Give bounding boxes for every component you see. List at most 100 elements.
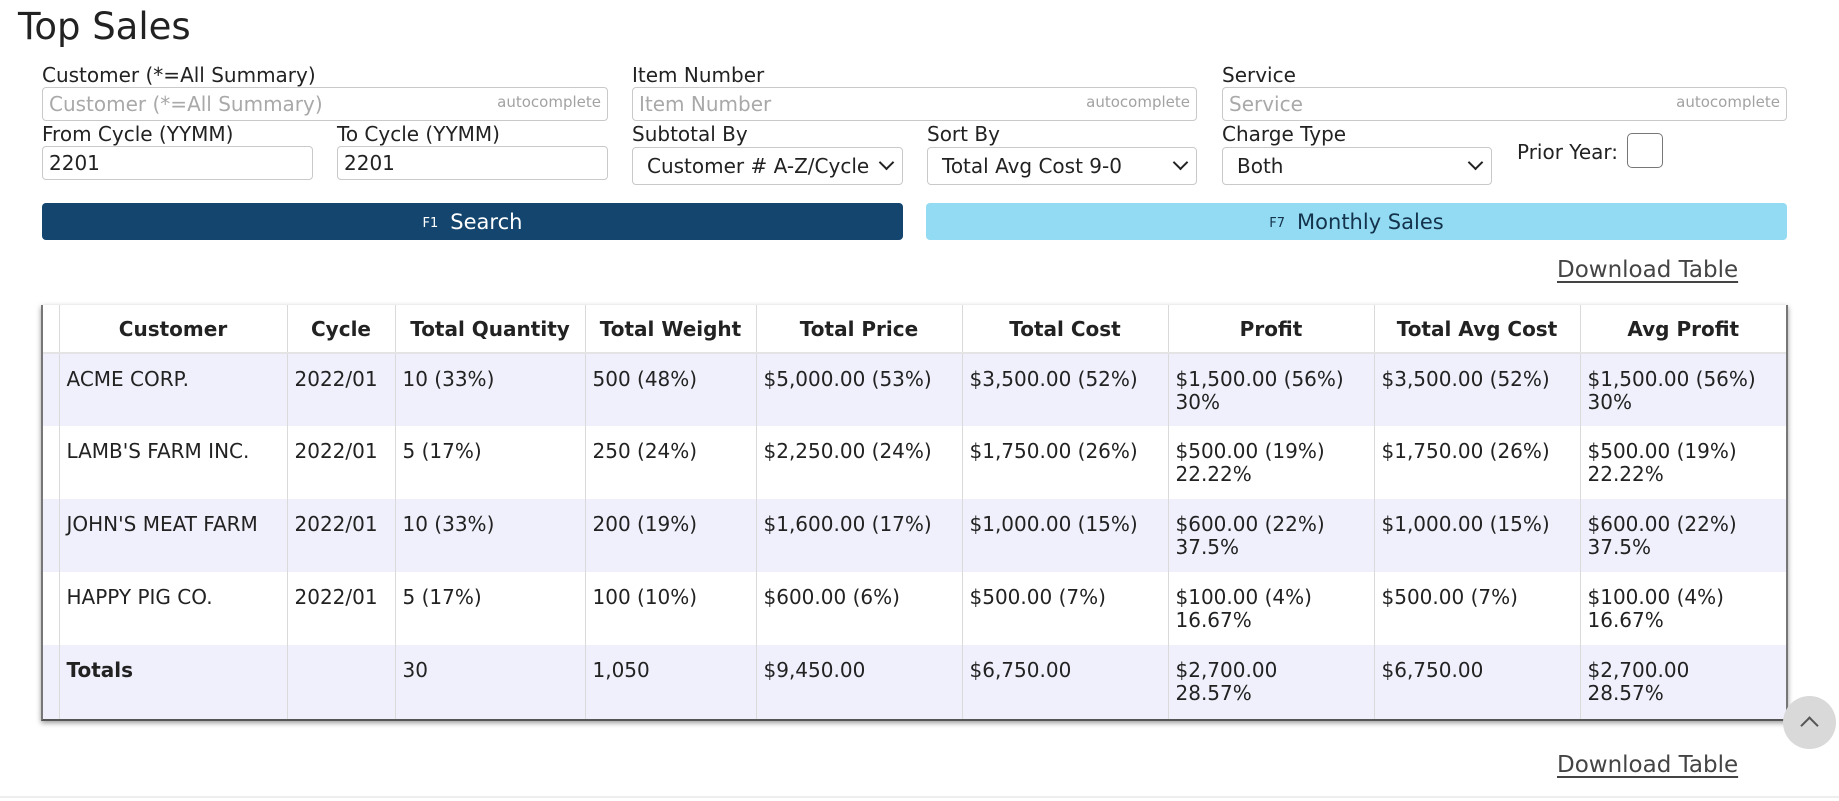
item-number-label: Item Number — [632, 63, 765, 87]
cell-total-quantity: 5 (17%) — [394, 426, 585, 499]
from-cycle-input[interactable] — [43, 147, 312, 179]
cell-cycle: 2022/01 — [286, 426, 395, 499]
cell-cycle: 2022/01 — [286, 499, 395, 572]
monthly-sales-key-hint: F7 — [1269, 216, 1286, 231]
cell-total-price: $600.00 (6%) — [755, 572, 962, 645]
customer-field[interactable]: autocomplete — [42, 87, 608, 121]
column-header-total-avg-cost[interactable]: Total Avg Cost — [1373, 305, 1580, 354]
avg-profit-percent: 16.67% — [1587, 608, 1664, 632]
avg-profit-amount: $600.00 (22%) — [1587, 512, 1737, 536]
search-button[interactable]: F1 Search — [42, 203, 903, 240]
column-header-profit[interactable]: Profit — [1167, 305, 1374, 354]
column-header-total-quantity[interactable]: Total Quantity — [394, 305, 585, 354]
cell-profit: $500.00 (19%) 22.22% — [1167, 426, 1374, 499]
cell-avg-profit: $500.00 (19%) 22.22% — [1579, 426, 1786, 499]
column-header-total-price[interactable]: Total Price — [755, 305, 962, 354]
sort-by-value: Total Avg Cost 9-0 — [942, 154, 1122, 178]
cell-total-price: $1,600.00 (17%) — [755, 499, 962, 572]
sales-table-card: Customer Cycle Total Quantity Total Weig… — [41, 305, 1788, 721]
cell-total-weight: 1,050 — [584, 645, 756, 719]
column-header-customer[interactable]: Customer — [58, 305, 287, 354]
table-row: HAPPY PIG CO. 2022/01 5 (17%) 100 (10%) … — [43, 572, 1786, 645]
subtotal-by-value: Customer # A-Z/Cycle — [647, 154, 870, 178]
sales-table: Customer Cycle Total Quantity Total Weig… — [43, 305, 1786, 719]
download-table-link-top[interactable]: Download Table — [1557, 257, 1739, 283]
cell-total-avg-cost: $6,750.00 — [1373, 645, 1580, 719]
from-cycle-field[interactable] — [42, 146, 313, 180]
cell-customer: JOHN'S MEAT FARM — [58, 499, 287, 572]
row-gutter — [43, 426, 60, 499]
cell-profit: $100.00 (4%) 16.67% — [1167, 572, 1374, 645]
monthly-sales-button-label: Monthly Sales — [1297, 209, 1444, 234]
cell-customer: HAPPY PIG CO. — [58, 572, 287, 645]
avg-profit-percent: 37.5% — [1587, 535, 1652, 559]
sort-by-select[interactable]: Total Avg Cost 9-0 — [927, 147, 1197, 185]
service-field[interactable]: autocomplete — [1222, 87, 1787, 121]
profit-percent: 22.22% — [1175, 462, 1252, 486]
to-cycle-input[interactable] — [338, 147, 607, 179]
table-row: ACME CORP. 2022/01 10 (33%) 500 (48%) $5… — [43, 353, 1786, 426]
column-header-cycle[interactable]: Cycle — [286, 305, 395, 354]
row-gutter — [43, 572, 60, 645]
service-input[interactable] — [1223, 88, 1786, 120]
column-header-total-weight[interactable]: Total Weight — [584, 305, 756, 354]
cell-profit: $1,500.00 (56%) 30% — [1167, 353, 1374, 426]
from-cycle-label: From Cycle (YYMM) — [42, 122, 234, 146]
search-button-label: Search — [450, 209, 523, 234]
chevron-down-icon — [1172, 154, 1189, 171]
item-number-input[interactable] — [633, 88, 1196, 120]
avg-profit-amount: $1,500.00 (56%) — [1587, 367, 1756, 391]
cell-total-weight: 250 (24%) — [584, 426, 756, 499]
scroll-to-top-button[interactable] — [1783, 696, 1836, 749]
cell-cycle: 2022/01 — [286, 353, 395, 426]
page-divider — [0, 796, 1839, 798]
download-table-link-bottom[interactable]: Download Table — [1557, 752, 1739, 778]
profit-percent: 16.67% — [1175, 608, 1252, 632]
prior-year-label: Prior Year: — [1517, 140, 1619, 164]
subtotal-by-select[interactable]: Customer # A-Z/Cycle — [632, 147, 903, 185]
cell-avg-profit: $600.00 (22%) 37.5% — [1579, 499, 1786, 572]
charge-type-value: Both — [1237, 154, 1284, 178]
table-row: JOHN'S MEAT FARM 2022/01 10 (33%) 200 (1… — [43, 499, 1786, 572]
profit-amount: $100.00 (4%) — [1175, 585, 1312, 609]
cell-total-quantity: 10 (33%) — [394, 353, 585, 426]
item-number-autocomplete-hint: autocomplete — [1086, 93, 1190, 111]
item-number-field[interactable]: autocomplete — [632, 87, 1197, 121]
cell-cycle: 2022/01 — [286, 572, 395, 645]
chevron-down-icon — [878, 154, 895, 171]
prior-year-checkbox[interactable] — [1627, 133, 1663, 168]
table-row: LAMB'S FARM INC. 2022/01 5 (17%) 250 (24… — [43, 426, 1786, 499]
cell-total-cost: $3,500.00 (52%) — [961, 353, 1168, 426]
avg-profit-percent: 22.22% — [1587, 462, 1664, 486]
cell-total-price: $5,000.00 (53%) — [755, 353, 962, 426]
service-label: Service — [1222, 63, 1296, 87]
row-gutter — [43, 353, 60, 426]
charge-type-select[interactable]: Both — [1222, 147, 1492, 185]
cell-total-avg-cost: $3,500.00 (52%) — [1373, 353, 1580, 426]
profit-percent: 30% — [1175, 390, 1220, 414]
cell-total-cost: $1,750.00 (26%) — [961, 426, 1168, 499]
row-gutter — [43, 645, 60, 719]
to-cycle-field[interactable] — [337, 146, 608, 180]
cell-total-price: $2,250.00 (24%) — [755, 426, 962, 499]
column-header-total-cost[interactable]: Total Cost — [961, 305, 1168, 354]
profit-amount: $2,700.00 — [1175, 658, 1278, 682]
customer-input[interactable] — [43, 88, 607, 120]
cell-profit: $2,700.00 28.57% — [1167, 645, 1374, 719]
charge-type-label: Charge Type — [1222, 122, 1347, 146]
cell-total-weight: 100 (10%) — [584, 572, 756, 645]
cell-cycle — [286, 645, 395, 719]
cell-customer: LAMB'S FARM INC. — [58, 426, 287, 499]
monthly-sales-button[interactable]: F7 Monthly Sales — [926, 203, 1787, 240]
cell-total-quantity: 5 (17%) — [394, 572, 585, 645]
cell-total-weight: 500 (48%) — [584, 353, 756, 426]
chevron-down-icon — [1467, 154, 1484, 171]
cell-avg-profit: $100.00 (4%) 16.67% — [1579, 572, 1786, 645]
profit-percent: 37.5% — [1175, 535, 1240, 559]
column-header-avg-profit[interactable]: Avg Profit — [1579, 305, 1786, 354]
avg-profit-percent: 30% — [1587, 390, 1632, 414]
customer-label: Customer (*=All Summary) — [42, 63, 316, 87]
chevron-up-icon — [1800, 716, 1819, 735]
service-autocomplete-hint: autocomplete — [1676, 93, 1780, 111]
profit-amount: $600.00 (22%) — [1175, 512, 1325, 536]
